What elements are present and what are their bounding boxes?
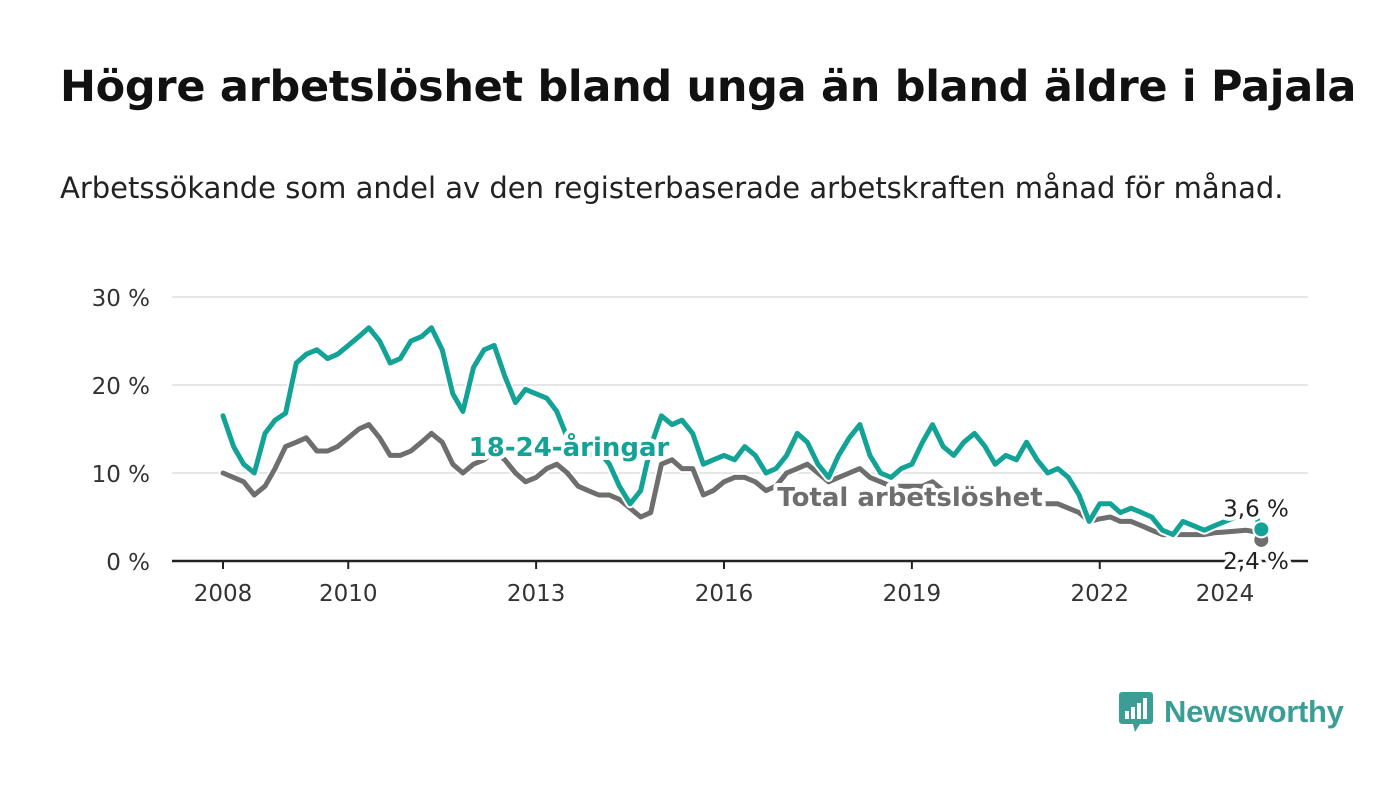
chart-labels: 3,6 %3,6 %2,4 %2,4 %18-24-åringar18-24-å… bbox=[465, 427, 1293, 579]
youth-end-dot bbox=[1252, 520, 1271, 539]
youth-series-line bbox=[220, 325, 1264, 538]
youth-end-value-label-halo: 3,6 % bbox=[1223, 496, 1289, 522]
x-tick-label: 2008 bbox=[194, 581, 253, 607]
y-tick-label: 10 % bbox=[92, 462, 150, 488]
y-tick-label: 0 % bbox=[106, 550, 150, 576]
youth-series-annotation: 18-24-åringar bbox=[469, 431, 670, 463]
chart-title: Högre arbetslöshet bland unga än bland ä… bbox=[60, 62, 1357, 112]
y-tick-label: 30 % bbox=[92, 286, 150, 312]
bar-chart-icon bbox=[1119, 692, 1153, 732]
chart-subtitle: Arbetssökande som andel av den registerb… bbox=[60, 171, 1284, 205]
x-tick-label: 2013 bbox=[507, 581, 566, 607]
youth-end-value-label: 3,6 % bbox=[1223, 496, 1289, 522]
x-tick-label: 2016 bbox=[695, 581, 754, 607]
series-lines bbox=[218, 323, 1271, 549]
newsworthy-logo: Newsworthy bbox=[1118, 690, 1344, 734]
brand-name: Newsworthy bbox=[1164, 694, 1344, 729]
axes: 0 % 10 % 20 % 30 % 2008 2010 2013 2016 2019 2022 2… bbox=[92, 286, 1308, 607]
x-tick-label: 2019 bbox=[883, 581, 942, 607]
total-end-value-label: 2,4 % bbox=[1223, 549, 1289, 575]
total-series-annotation-halo: Total arbetslöshet bbox=[777, 483, 1042, 513]
total-series-line-halo bbox=[218, 420, 1266, 545]
x-tick-label: 2022 bbox=[1070, 581, 1129, 607]
total-series-annotation: Total arbetslöshet bbox=[777, 483, 1042, 513]
total-end-value-label-halo: 2,4 % bbox=[1223, 549, 1289, 575]
y-tick-label: 20 % bbox=[92, 374, 150, 400]
x-tick-label: 2024 bbox=[1196, 581, 1255, 607]
x-tick-label: 2010 bbox=[319, 581, 378, 607]
youth-series-annotation-halo: 18-24-åringar bbox=[469, 431, 670, 463]
